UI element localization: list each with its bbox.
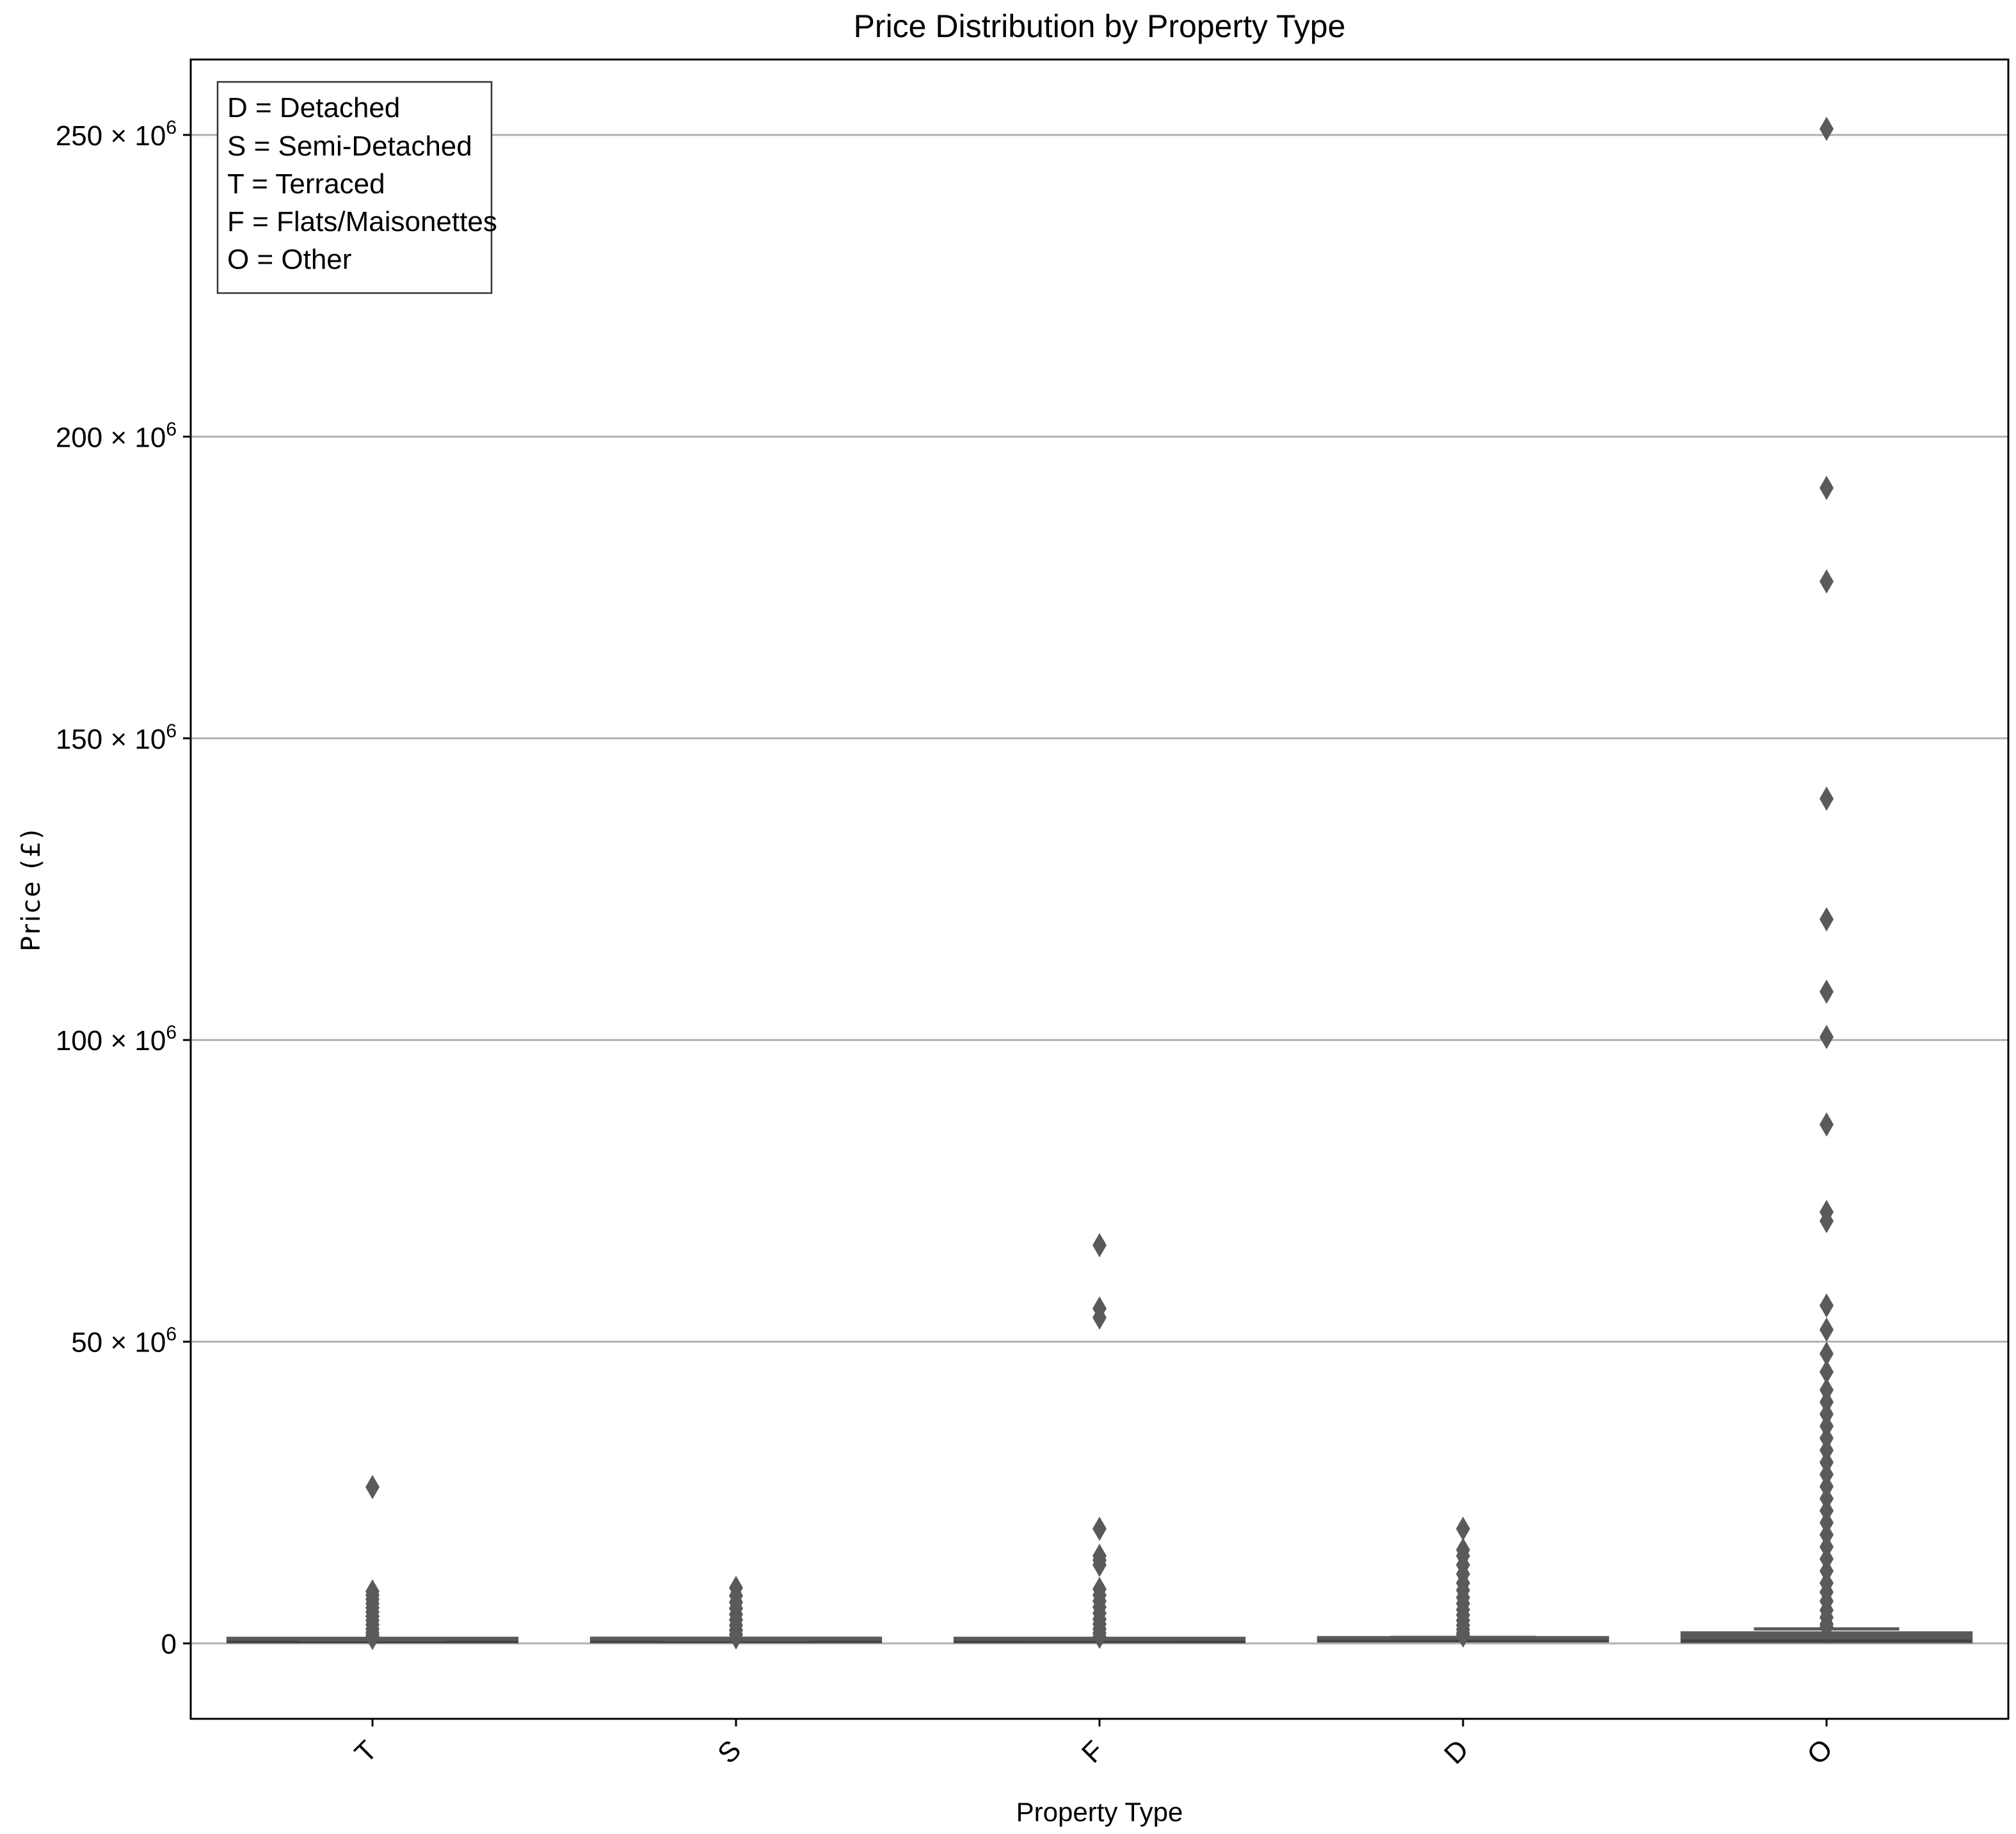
y-axis-ticks: 0 50 × 106 100 × 106 150 × 106 200 × 106 250 … <box>56 117 191 1660</box>
x-tick-label: T <box>349 1735 383 1769</box>
x-axis-label: Property Type <box>1016 1797 1183 1827</box>
outlier-point <box>1820 1359 1834 1384</box>
y-tick-label: 250 × 106 <box>56 117 177 152</box>
legend-entry: D = Detached <box>227 92 400 124</box>
outlier-point <box>1456 1623 1470 1648</box>
outlier-point <box>1456 1516 1470 1541</box>
outlier-point <box>365 1474 380 1499</box>
legend-entry: S = Semi-Detached <box>227 131 472 162</box>
y-tick-label: 50 × 106 <box>71 1324 177 1359</box>
outlier-point <box>1820 786 1834 811</box>
outlier-point <box>1092 1552 1107 1577</box>
outlier-point <box>1820 1317 1834 1342</box>
outlier-point <box>1820 907 1834 932</box>
y-tick-label: 100 × 106 <box>56 1022 177 1057</box>
legend-entry: O = Other <box>227 244 351 275</box>
y-axis-label: Price (£) <box>17 827 46 952</box>
x-tick-label: O <box>1801 1733 1839 1771</box>
legend-entry: F = Flats/Maisonettes <box>227 206 497 237</box>
outlier-point <box>1092 1516 1107 1541</box>
chart-title: Price Distribution by Property Type <box>854 8 1346 44</box>
outlier-point <box>1092 1232 1107 1257</box>
legend-entry: T = Terraced <box>227 168 385 200</box>
outlier-point <box>1820 475 1834 500</box>
x-tick-label: F <box>1076 1735 1110 1769</box>
outlier-point <box>1820 569 1834 594</box>
outlier-point <box>1092 1305 1107 1330</box>
x-tick-label: S <box>712 1734 747 1769</box>
legend-box <box>216 81 493 294</box>
outlier-point <box>1820 116 1834 141</box>
legend: D = Detached S = Semi-Detached T = Terra… <box>216 81 497 294</box>
y-tick-label: 0 <box>161 1629 177 1660</box>
outlier-point <box>1820 1615 1834 1639</box>
box-plots <box>226 116 1973 1650</box>
outlier-point <box>729 1625 743 1650</box>
y-tick-label: 200 × 106 <box>56 419 177 453</box>
outlier-point <box>1820 1209 1834 1234</box>
outlier-point <box>365 1625 380 1650</box>
outlier-point <box>1820 1025 1834 1049</box>
y-tick-label: 150 × 106 <box>56 721 177 755</box>
outlier-point <box>1092 1624 1107 1649</box>
outlier-point <box>1820 1293 1834 1318</box>
outlier-point <box>1820 979 1834 1004</box>
x-tick-label: D <box>1438 1734 1475 1770</box>
gridlines <box>191 134 2008 1645</box>
outlier-point <box>1820 1112 1834 1137</box>
plot-frame <box>189 58 2010 1720</box>
outlier-point <box>1820 1341 1834 1366</box>
